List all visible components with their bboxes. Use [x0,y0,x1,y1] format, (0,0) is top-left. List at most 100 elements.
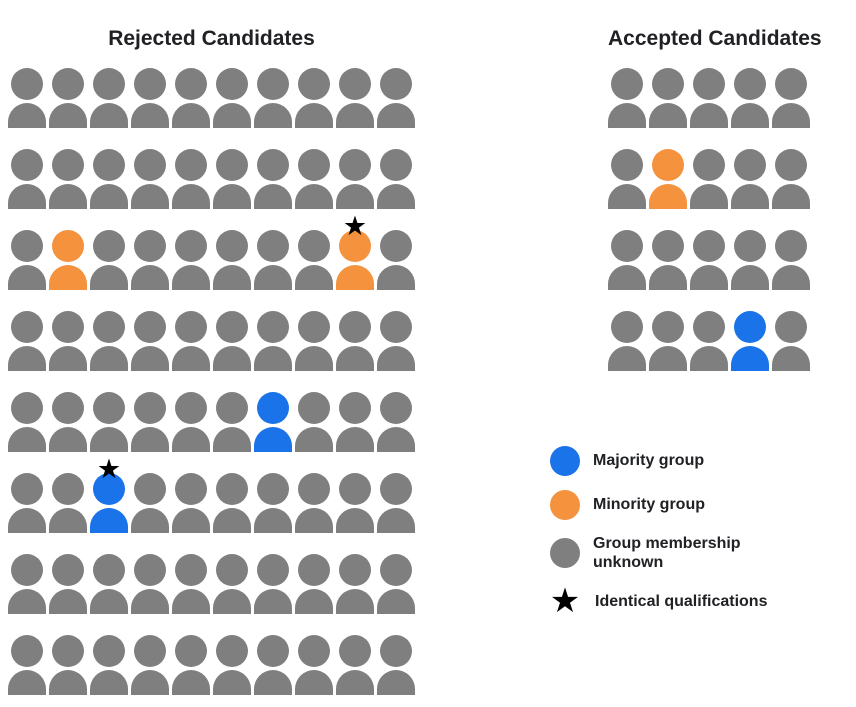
person-icon-unknown [295,230,333,290]
person-torso [254,670,292,695]
person-head [216,311,248,343]
legend-item-minority-group: Minority group [550,490,783,520]
person-icon-unknown [90,554,128,614]
person-icon-unknown [295,68,333,128]
person-torso [90,589,128,614]
person-icon-unknown [8,311,46,371]
person-head [93,473,125,505]
person-icon-unknown [649,230,687,290]
person-head [52,635,84,667]
person-icon-unknown [8,473,46,533]
person-torso [8,427,46,452]
person-head [134,554,166,586]
person-icon-unknown [254,230,292,290]
person-head [52,473,84,505]
legend-label-unknown-group: Group membership unknown [593,535,741,572]
person-torso [131,184,169,209]
person-icon-majority [731,311,769,371]
person-icon-unknown [377,68,415,128]
person-icon-unknown [172,554,210,614]
person-head [775,230,807,262]
person-torso [649,103,687,128]
person-icon-unknown [608,311,646,371]
person-icon-unknown [772,149,810,209]
person-torso [49,589,87,614]
person-icon-unknown [172,149,210,209]
person-icon-unknown [8,68,46,128]
person-torso [213,508,251,533]
person-torso [731,265,769,290]
person-icon-unknown [213,473,251,533]
person-torso [49,265,87,290]
person-torso [131,346,169,371]
person-torso [608,103,646,128]
person-icon-unknown [90,149,128,209]
person-head [652,149,684,181]
person-icon-unknown [254,554,292,614]
person-torso [131,427,169,452]
person-head [298,311,330,343]
person-head [611,149,643,181]
person-torso [90,265,128,290]
person-head [339,149,371,181]
person-head [380,311,412,343]
person-icon-unknown [90,392,128,452]
person-torso [90,427,128,452]
person-head [216,392,248,424]
person-icon-unknown [131,635,169,695]
person-icon-unknown [377,554,415,614]
person-icon-unknown [608,149,646,209]
person-head [611,230,643,262]
person-torso [49,346,87,371]
person-icon-unknown [172,473,210,533]
person-torso [295,670,333,695]
person-head [11,68,43,100]
person-icon-unknown [377,149,415,209]
person-icon-unknown [49,635,87,695]
person-icon-unknown [690,68,728,128]
person-head [257,311,289,343]
person-head [257,635,289,667]
person-torso [377,427,415,452]
person-torso [131,103,169,128]
person-torso [90,184,128,209]
person-icon-unknown [90,68,128,128]
person-icon-unknown [336,68,374,128]
person-icon-unknown [336,554,374,614]
person-head [175,149,207,181]
person-head [693,149,725,181]
person-head [380,149,412,181]
person-icon-unknown [295,392,333,452]
person-torso [731,103,769,128]
person-icon-unknown [90,230,128,290]
person-icon-unknown [213,554,251,614]
person-icon-majority: ★ [90,456,128,533]
person-icon-unknown [131,149,169,209]
person-torso [172,265,210,290]
person-icon-unknown [8,635,46,695]
person-head [257,392,289,424]
person-icon-unknown [377,473,415,533]
person-icon-unknown [131,311,169,371]
person-torso [49,508,87,533]
person-icon-unknown [172,311,210,371]
person-torso [690,103,728,128]
person-icon-unknown [336,473,374,533]
person-torso [213,103,251,128]
person-head [175,311,207,343]
person-torso [254,589,292,614]
person-head [339,311,371,343]
person-torso [254,427,292,452]
person-head [134,311,166,343]
person-icon-unknown [49,392,87,452]
person-icon-unknown [295,554,333,614]
person-icon-unknown [90,635,128,695]
person-torso [254,346,292,371]
person-head [93,635,125,667]
person-torso [49,184,87,209]
person-head [134,230,166,262]
person-torso [8,508,46,533]
person-head [298,554,330,586]
person-head [52,149,84,181]
